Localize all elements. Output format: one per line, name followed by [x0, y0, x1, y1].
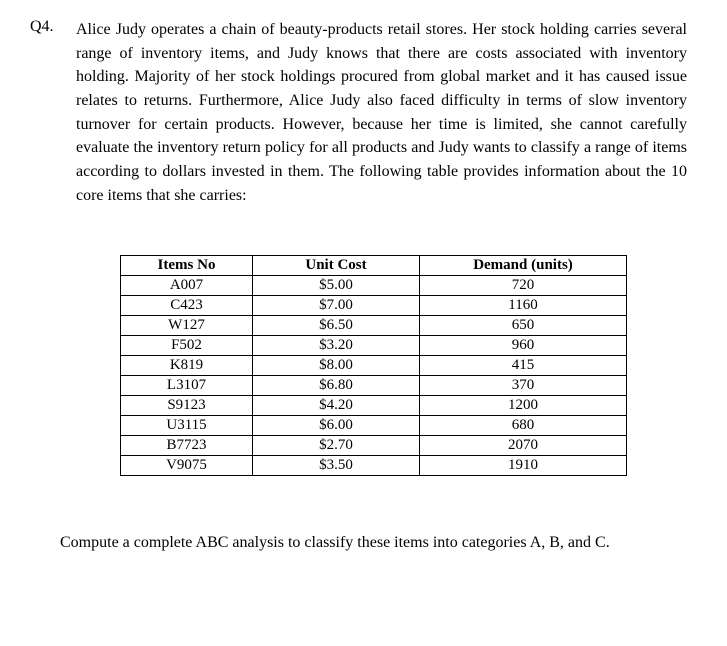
cell-demand: 1200: [420, 396, 627, 416]
cell-cost: $5.00: [253, 276, 420, 296]
cell-item: S9123: [121, 396, 253, 416]
cell-item: U3115: [121, 416, 253, 436]
table-row: U3115 $6.00 680: [121, 416, 627, 436]
cell-item: B7723: [121, 436, 253, 456]
page-container: Q4. Alice Judy operates a chain of beaut…: [0, 0, 727, 572]
cell-demand: 650: [420, 316, 627, 336]
col-header-items: Items No: [121, 256, 253, 276]
cell-item: V9075: [121, 456, 253, 476]
cell-demand: 1910: [420, 456, 627, 476]
cell-cost: $6.80: [253, 376, 420, 396]
table-row: C423 $7.00 1160: [121, 296, 627, 316]
cell-cost: $6.50: [253, 316, 420, 336]
cell-cost: $8.00: [253, 356, 420, 376]
cell-demand: 680: [420, 416, 627, 436]
cell-cost: $3.20: [253, 336, 420, 356]
question-text: Alice Judy operates a chain of beauty-pr…: [76, 18, 687, 207]
table-row: V9075 $3.50 1910: [121, 456, 627, 476]
table-row: F502 $3.20 960: [121, 336, 627, 356]
table-container: Items No Unit Cost Demand (units) A007 $…: [120, 255, 687, 476]
cell-demand: 960: [420, 336, 627, 356]
cell-demand: 720: [420, 276, 627, 296]
table-row: W127 $6.50 650: [121, 316, 627, 336]
col-header-demand: Demand (units): [420, 256, 627, 276]
table-body: A007 $5.00 720 C423 $7.00 1160 W127 $6.5…: [121, 276, 627, 476]
cell-cost: $6.00: [253, 416, 420, 436]
cell-demand: 2070: [420, 436, 627, 456]
table-row: B7723 $2.70 2070: [121, 436, 627, 456]
cell-demand: 370: [420, 376, 627, 396]
cell-cost: $7.00: [253, 296, 420, 316]
cell-item: L3107: [121, 376, 253, 396]
cell-cost: $3.50: [253, 456, 420, 476]
question-label: Q4.: [30, 18, 76, 36]
table-header-row: Items No Unit Cost Demand (units): [121, 256, 627, 276]
cell-cost: $2.70: [253, 436, 420, 456]
cell-cost: $4.20: [253, 396, 420, 416]
table-row: K819 $8.00 415: [121, 356, 627, 376]
cell-item: A007: [121, 276, 253, 296]
cell-demand: 1160: [420, 296, 627, 316]
col-header-cost: Unit Cost: [253, 256, 420, 276]
instruction-text: Compute a complete ABC analysis to class…: [60, 534, 687, 552]
cell-demand: 415: [420, 356, 627, 376]
table-row: L3107 $6.80 370: [121, 376, 627, 396]
cell-item: C423: [121, 296, 253, 316]
question-row: Q4. Alice Judy operates a chain of beaut…: [30, 18, 687, 207]
cell-item: W127: [121, 316, 253, 336]
table-row: S9123 $4.20 1200: [121, 396, 627, 416]
items-table: Items No Unit Cost Demand (units) A007 $…: [120, 255, 627, 476]
table-row: A007 $5.00 720: [121, 276, 627, 296]
cell-item: F502: [121, 336, 253, 356]
cell-item: K819: [121, 356, 253, 376]
